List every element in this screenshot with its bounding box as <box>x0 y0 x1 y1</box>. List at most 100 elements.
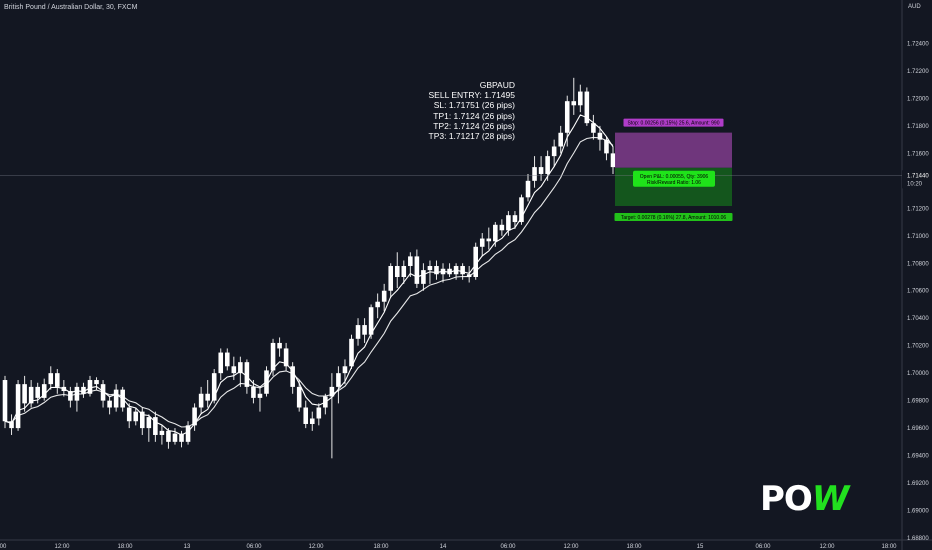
candle-body <box>303 407 309 424</box>
candle-body <box>493 224 498 242</box>
candle-body <box>146 417 152 429</box>
info-tp1: TP1: 1.7124 (26 pips) <box>433 110 515 121</box>
candle-body <box>251 386 256 398</box>
candle-body <box>126 407 132 422</box>
price-tick-label: 1.70400 <box>907 316 929 322</box>
info-sell-entry: SELL ENTRY: 1.71495 <box>428 90 515 101</box>
candle-body <box>2 380 8 422</box>
candle-body <box>224 352 230 367</box>
candle-body <box>309 418 315 424</box>
candle-body <box>368 307 374 335</box>
price-tick-label: 1.68800 <box>907 536 929 542</box>
price-tick-label: 1.71000 <box>907 234 929 240</box>
candle-body <box>35 386 40 398</box>
pnl-label: Open P&L: 0.00055, Qty: 3906 <box>640 174 709 180</box>
candle-body <box>198 393 204 408</box>
candle-body <box>355 325 361 339</box>
time-tick-label: 15 <box>697 544 704 550</box>
time-tick-label: 12:00 <box>54 544 70 550</box>
pnl-box <box>633 170 715 187</box>
price-tick-label: 1.69400 <box>907 454 929 460</box>
candle-body <box>558 132 563 147</box>
candle-body <box>172 433 178 442</box>
candle-body <box>499 224 505 231</box>
info-tp2: TP2: 1.7124 (26 pips) <box>433 120 515 131</box>
price-tick-label: 1.70600 <box>907 289 929 295</box>
price-tick-label: 1.71600 <box>907 151 929 157</box>
target-label-bg <box>614 212 733 221</box>
candle-body <box>270 342 276 371</box>
candle-body <box>512 215 518 223</box>
time-tick-label: 12:00 <box>819 544 835 550</box>
stop-label: Stop: 0.00256 (0.15%) 25.6, Amount: 990 <box>627 121 719 127</box>
moving-average-line <box>4 136 614 428</box>
candle-body <box>159 430 165 435</box>
candle-body <box>133 411 139 422</box>
candle-body <box>238 362 243 374</box>
time-tick-label: 18:00 <box>117 544 133 550</box>
candle-body <box>460 266 465 275</box>
candle-body <box>401 266 407 277</box>
candle-body <box>81 386 86 394</box>
candle-body <box>22 384 27 404</box>
time-tick-label: 13 <box>184 544 191 550</box>
stop-label-bg <box>623 118 724 127</box>
time-tick-label: 12:00 <box>308 544 324 550</box>
price-tick-label: 1.69000 <box>907 509 929 515</box>
candle-body <box>296 386 302 408</box>
candle-body <box>244 362 250 387</box>
candle-body <box>473 246 478 277</box>
candle-body <box>578 91 583 106</box>
price-tick-label: 1.69800 <box>907 399 929 405</box>
symbol-description: British Pound / Australian Dollar, 30, F… <box>4 4 138 11</box>
candle-body <box>394 266 400 277</box>
price-tick-label: 1.72000 <box>907 96 929 102</box>
current-price-value: 1.71440 <box>907 173 929 179</box>
price-tick-label: 1.71800 <box>907 124 929 130</box>
candle-body <box>408 256 413 267</box>
price-tick-label: 1.70800 <box>907 261 929 267</box>
candle-body <box>551 146 557 157</box>
candle-body <box>506 215 511 231</box>
candle-body <box>140 411 145 429</box>
price-tick-label: 1.70000 <box>907 371 929 377</box>
time-tick-label: 18:00 <box>626 544 642 550</box>
candle-body <box>447 268 452 275</box>
candle-body <box>113 389 119 408</box>
moving-average-line <box>4 114 614 436</box>
candle-body <box>381 290 387 302</box>
price-tick-label: 1.72200 <box>907 69 929 75</box>
current-price-tag <box>902 170 932 189</box>
candle-body <box>107 400 112 408</box>
candle-body <box>192 407 197 426</box>
target-label: Target: 0.00278 (0.16%) 27.8, Amount: 10… <box>621 215 727 221</box>
candle-body <box>434 266 439 275</box>
candle-body <box>48 373 54 385</box>
logo-text: PO <box>760 479 813 519</box>
candle-body <box>87 380 93 394</box>
candle-body <box>290 366 295 387</box>
time-tick-label: 18:00 <box>881 544 897 550</box>
time-tick-label: 18:00 <box>373 544 389 550</box>
candle-body <box>388 266 394 291</box>
currency-label: AUD <box>908 4 921 10</box>
candle-body <box>538 167 544 174</box>
candle-body <box>427 266 433 271</box>
candle-body <box>584 91 590 124</box>
time-tick-label: 00 <box>0 544 7 550</box>
candle-body <box>342 366 348 374</box>
candle-body <box>94 380 99 385</box>
price-tick-label: 1.70200 <box>907 344 929 350</box>
candle-body <box>185 425 191 442</box>
candle-body <box>545 156 550 174</box>
time-tick-label: 06:00 <box>500 544 516 550</box>
candle-countdown: 10:20 <box>907 181 923 187</box>
info-stop-loss: SL: 1.71751 (26 pips) <box>433 100 515 111</box>
price-tick-label: 1.72400 <box>907 41 929 47</box>
logo-accent: W <box>811 479 850 519</box>
candle-body <box>564 101 570 133</box>
candle-body <box>153 417 158 435</box>
pow-logo: POW <box>760 479 850 519</box>
candle-body <box>257 393 263 398</box>
